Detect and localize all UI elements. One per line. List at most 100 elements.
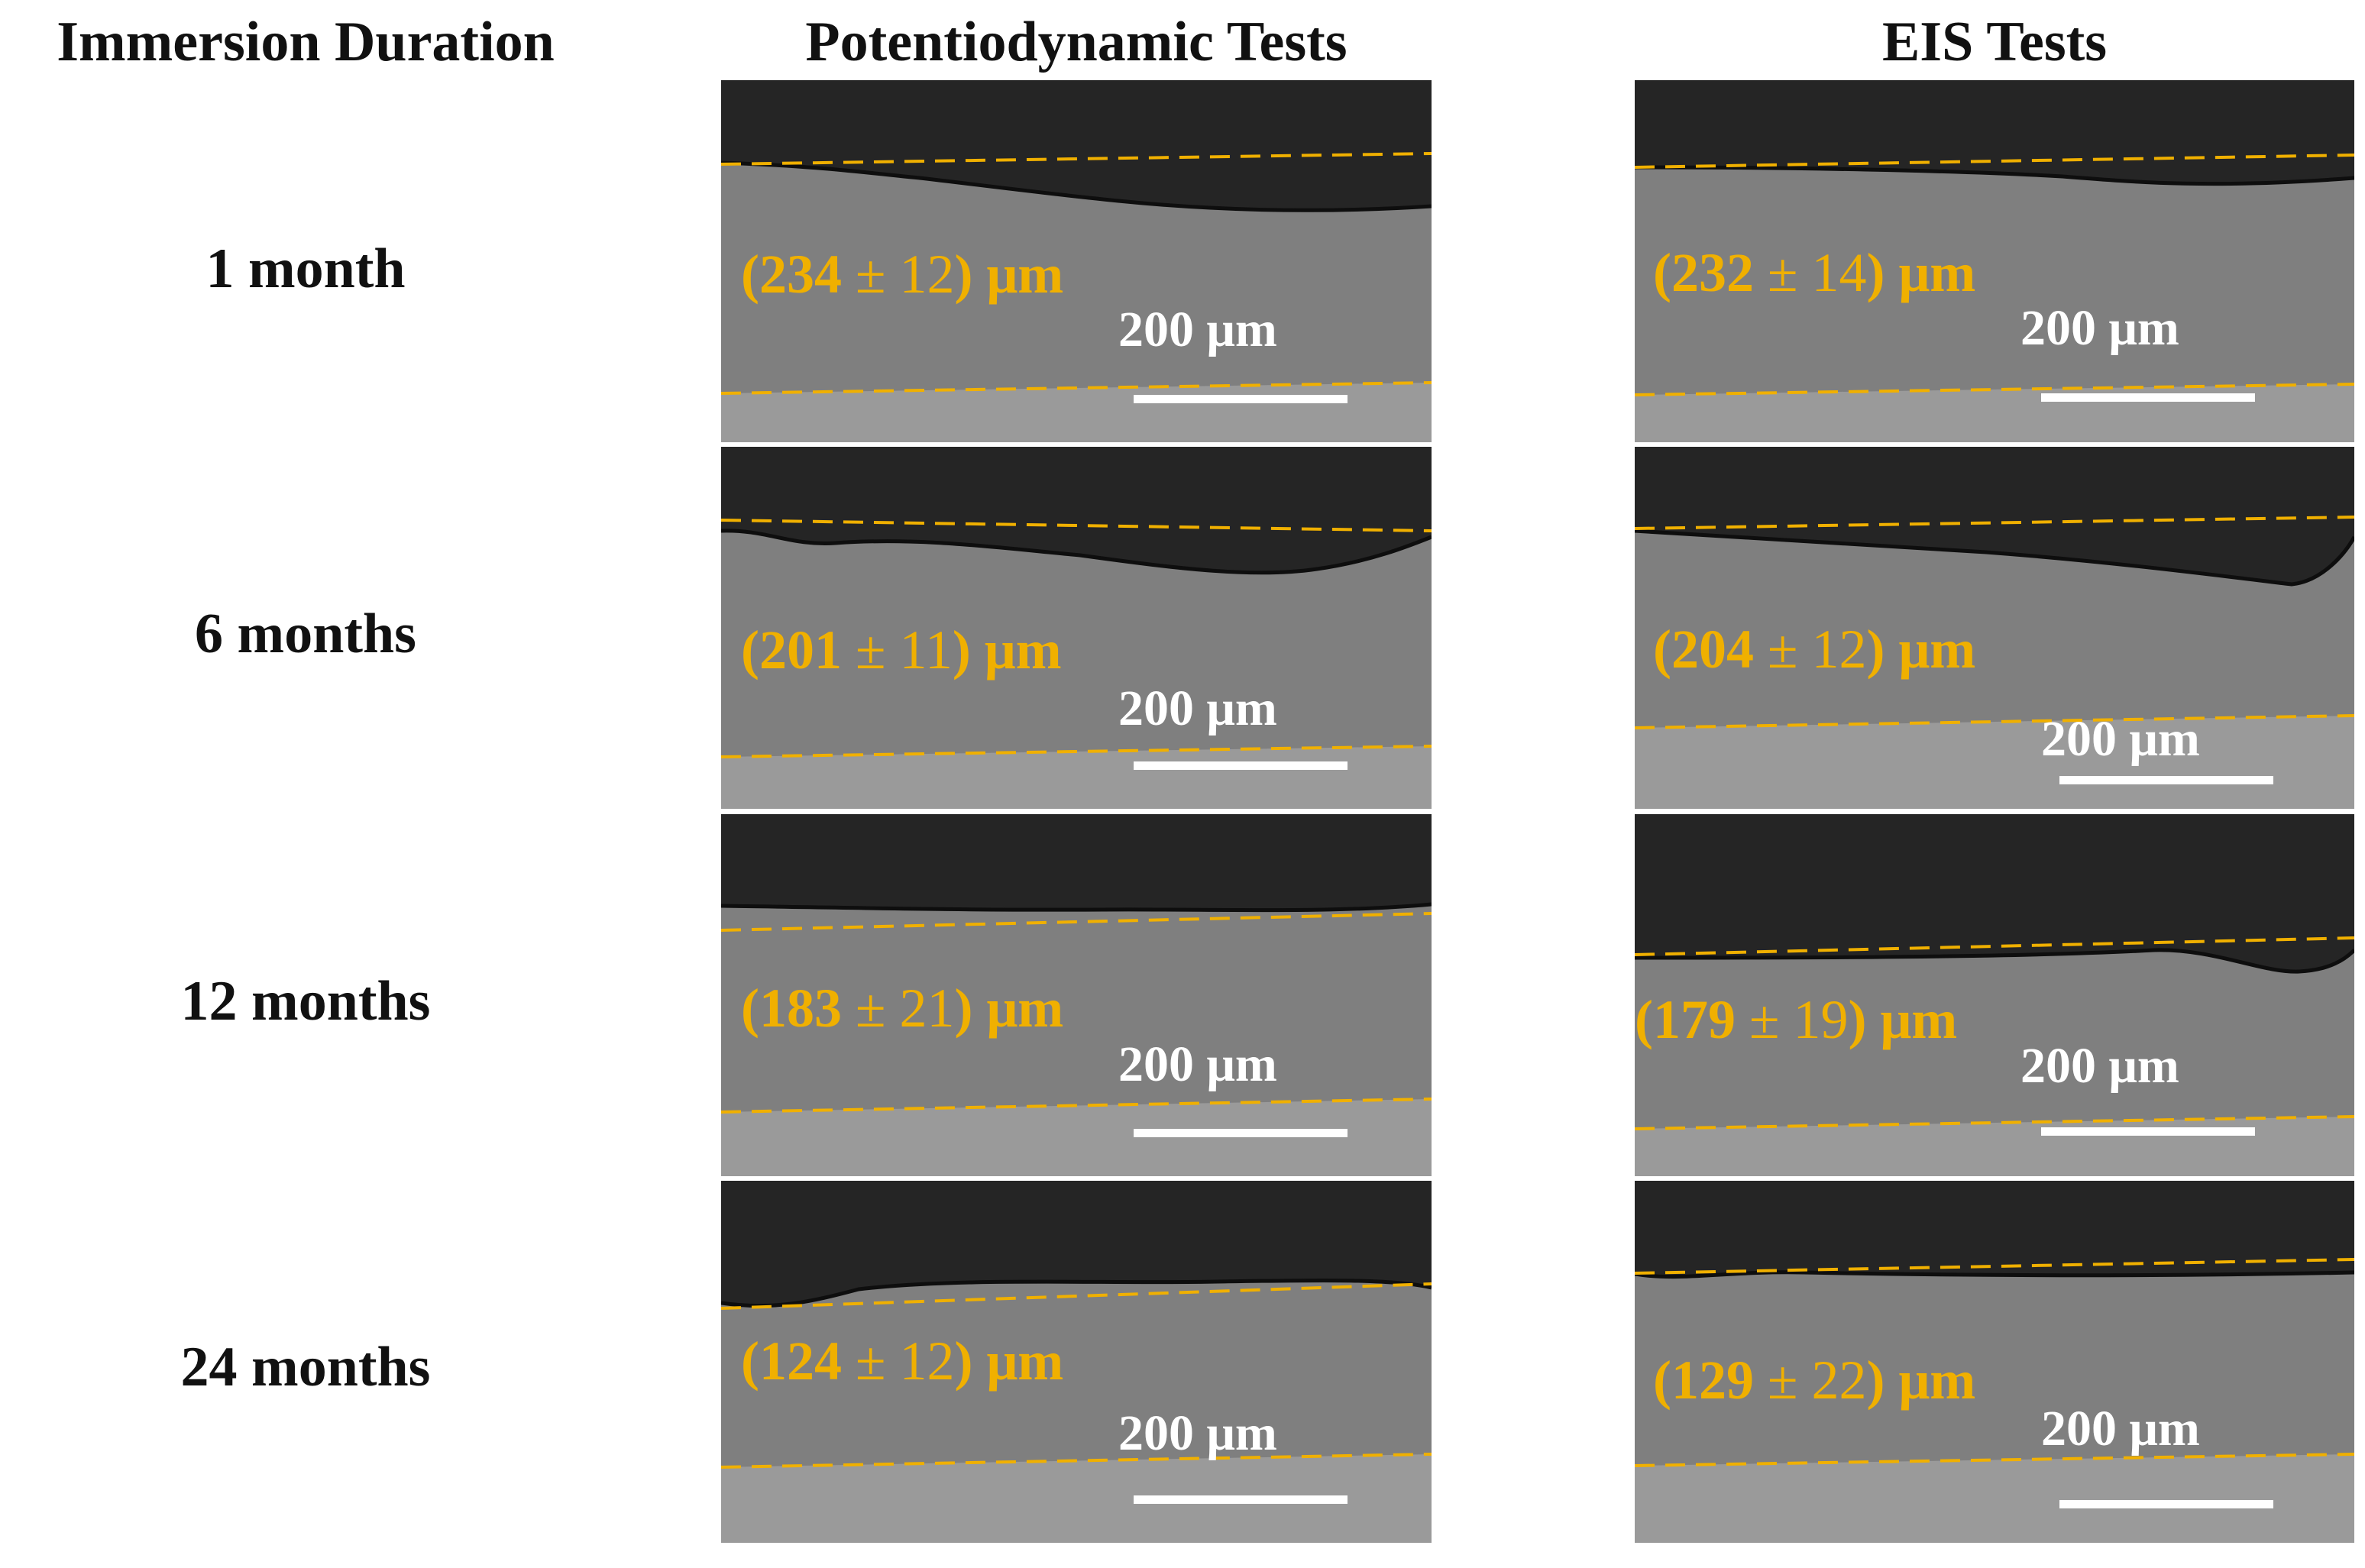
row-label-12-months: 12 months: [180, 970, 431, 1033]
thickness-err: 22: [1811, 1350, 1867, 1411]
scale-bar-label: 200 μm: [1118, 681, 1277, 736]
thickness-unit: μm: [1898, 242, 1976, 303]
thickness-label: (129 ± 22) μm: [1653, 1350, 1976, 1411]
micrograph-potentiodynamic-row-1: (234 ± 12) μm 200 μm: [721, 80, 1432, 442]
micrograph-eis-row-4: (129 ± 22) μm 200 μm: [1635, 1181, 2354, 1543]
bottom-boundary-dashed-line: [1635, 383, 2354, 396]
coating-region: [721, 1280, 1432, 1467]
thickness-label: (179 ± 19) μm: [1635, 989, 1958, 1050]
thickness-unit: μm: [986, 978, 1064, 1039]
scale-bar-label: 200 μm: [1118, 1405, 1277, 1461]
scale-bar-label: 200 μm: [2020, 1038, 2179, 1094]
thickness-label: (234 ± 12) μm: [741, 244, 1064, 305]
bottom-boundary-dashed-line: [721, 1453, 1432, 1469]
micrograph-potentiodynamic-row-3: (183 ± 21) μm 200 μm: [721, 814, 1432, 1176]
coating-edge: [1635, 165, 2354, 186]
thickness-err: 21: [899, 978, 955, 1039]
thickness-value: 234: [759, 244, 842, 305]
scale-bar: [2059, 776, 2273, 784]
thickness-unit: μm: [1898, 619, 1976, 680]
bottom-boundary-dashed-line: [721, 381, 1432, 395]
sem-micrograph-image: [721, 80, 1432, 442]
thickness-unit: μm: [984, 619, 1062, 681]
epoxy-region: [721, 1181, 1432, 1306]
thickness-label: (124 ± 12) μm: [741, 1330, 1064, 1392]
thickness-unit: μm: [1898, 1350, 1976, 1411]
row-label-24-months: 24 months: [180, 1336, 431, 1398]
epoxy-region: [1635, 1181, 2354, 1277]
thickness-label: (183 ± 21) μm: [741, 978, 1064, 1039]
coating-edge: [1635, 948, 2354, 974]
sem-micrograph-image: [1635, 814, 2354, 1176]
header-potentiodynamic-tests: Potentiodynamic Tests: [805, 11, 1348, 73]
thickness-err: 12: [899, 1330, 955, 1392]
scale-bar-label: 200 μm: [2041, 711, 2200, 767]
scale-bar: [1134, 761, 1348, 770]
sem-micrograph-image: [721, 1181, 1432, 1543]
coating-region: [1635, 167, 2354, 395]
coating-edge: [721, 529, 1432, 575]
sem-micrograph-image: [1635, 447, 2354, 809]
coating-region: [721, 163, 1432, 393]
thickness-label: (204 ± 12) μm: [1653, 619, 1976, 680]
epoxy-region: [721, 80, 1432, 211]
thickness-unit: μm: [986, 244, 1064, 305]
bottom-boundary-dashed-line: [1635, 714, 2354, 729]
top-boundary-dashed-line: [1635, 1258, 2354, 1275]
top-boundary-dashed-line: [1635, 936, 2354, 956]
thickness-pm: ±: [855, 619, 886, 681]
thickness-unit: μm: [986, 1330, 1064, 1392]
thickness-label: (232 ± 14) μm: [1653, 242, 1976, 303]
coating-region: [1635, 949, 2354, 1129]
coating-edge: [1635, 529, 2354, 587]
coating-region: [1635, 531, 2354, 728]
coating-edge: [1635, 1270, 2354, 1279]
coating-region: [1635, 1272, 2354, 1466]
thickness-pm: ±: [1749, 989, 1780, 1050]
micrograph-eis-row-3: (179 ± 19) μm 200 μm: [1635, 814, 2354, 1176]
top-boundary-dashed-line: [1635, 516, 2354, 530]
row-label-6-months: 6 months: [195, 603, 416, 665]
sem-micrograph-image: [721, 814, 1432, 1176]
thickness-err: 19: [1793, 989, 1849, 1050]
thickness-pm: ±: [1767, 242, 1798, 303]
sem-micrograph-image: [1635, 1181, 2354, 1543]
scale-bar: [2059, 1500, 2273, 1508]
top-boundary-dashed-line: [1635, 154, 2354, 169]
bottom-boundary-dashed-line: [721, 745, 1432, 758]
thickness-pm: ±: [1767, 1350, 1798, 1411]
bottom-boundary-dashed-line: [1635, 1115, 2354, 1130]
micrograph-potentiodynamic-row-2: (201 ± 11) μm 200 μm: [721, 447, 1432, 809]
scale-bar-label: 200 μm: [2020, 300, 2179, 356]
header-eis-tests: EIS Tests: [1881, 11, 2108, 73]
scale-bar: [1134, 1495, 1348, 1504]
bottom-boundary-dashed-line: [721, 1098, 1432, 1114]
thickness-value: 232: [1671, 242, 1754, 303]
thickness-err: 11: [899, 619, 953, 681]
sem-micrograph-image: [1635, 80, 2354, 442]
epoxy-region: [1635, 814, 2354, 972]
thickness-pm: ±: [855, 978, 886, 1039]
coating-edge: [721, 902, 1432, 913]
top-boundary-dashed-line: [721, 1282, 1432, 1310]
thickness-value: 129: [1671, 1350, 1754, 1411]
thickness-pm: ±: [1767, 619, 1798, 680]
scale-bar-label: 200 μm: [2041, 1401, 2200, 1456]
thickness-pm: ±: [855, 244, 886, 305]
bottom-boundary-dashed-line: [1635, 1453, 2354, 1467]
epoxy-region: [1635, 447, 2354, 584]
thickness-unit: μm: [1880, 989, 1958, 1050]
coating-region: [721, 530, 1432, 757]
scale-bar: [2041, 393, 2255, 402]
micrograph-potentiodynamic-row-4: (124 ± 12) μm 200 μm: [721, 1181, 1432, 1543]
thickness-pm: ±: [855, 1330, 886, 1392]
coating-region: [721, 904, 1432, 1112]
sem-micrograph-image: [721, 447, 1432, 809]
top-boundary-dashed-line: [721, 152, 1432, 166]
micrograph-eis-row-1: (232 ± 14) μm 200 μm: [1635, 80, 2354, 442]
thickness-value: 201: [759, 619, 842, 681]
thickness-err: 12: [899, 244, 955, 305]
scale-bar-label: 200 μm: [1118, 302, 1277, 357]
coating-edge: [721, 160, 1432, 212]
thickness-value: 204: [1671, 619, 1754, 680]
